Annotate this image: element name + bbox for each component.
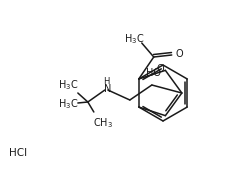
Text: N: N xyxy=(104,84,112,94)
Text: O: O xyxy=(157,64,164,74)
Text: H: H xyxy=(103,78,109,86)
Text: H$_3$C: H$_3$C xyxy=(58,78,78,92)
Text: H$_3$C: H$_3$C xyxy=(58,97,78,111)
Text: CH$_3$: CH$_3$ xyxy=(93,116,113,130)
Text: HO: HO xyxy=(146,68,161,78)
Text: HCl: HCl xyxy=(9,148,27,158)
Text: O: O xyxy=(176,49,184,59)
Text: H$_3$C: H$_3$C xyxy=(123,32,144,46)
